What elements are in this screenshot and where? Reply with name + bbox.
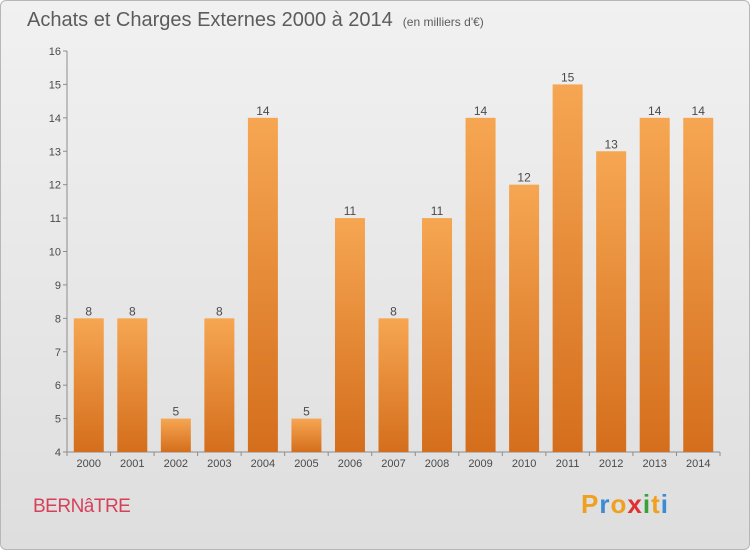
bar [378, 318, 409, 452]
x-tick-label: 2006 [338, 458, 362, 470]
x-tick-label: 2000 [77, 458, 101, 470]
x-tick-label: 2002 [164, 458, 188, 470]
x-tick-label: 2009 [468, 458, 492, 470]
x-tick-label: 2001 [120, 458, 144, 470]
bar-value-label: 11 [431, 204, 444, 218]
logo-letter: r [599, 489, 611, 519]
y-tick-label: 14 [49, 113, 61, 125]
bar [552, 84, 583, 453]
y-tick-label: 8 [55, 313, 61, 325]
y-tick-label: 13 [49, 146, 61, 158]
y-tick-label: 9 [55, 280, 61, 292]
bar [291, 418, 322, 452]
chart-unit: (en milliers d'€) [402, 15, 484, 29]
x-tick-label: 2014 [686, 458, 710, 470]
bar-value-label: 15 [561, 70, 575, 84]
bar [596, 151, 627, 452]
x-tick-label: 2013 [642, 458, 666, 470]
bar-value-label: 14 [474, 104, 488, 118]
bar [73, 318, 104, 452]
x-tick-label: 2005 [294, 458, 318, 470]
bar-value-label: 14 [256, 104, 270, 118]
bar-value-label: 5 [303, 405, 310, 419]
proxiti-logo: Proxiti [581, 489, 669, 520]
bar [117, 318, 148, 452]
logo-letter: o [610, 489, 628, 519]
bar-value-label: 12 [517, 171, 531, 185]
bar-value-label: 13 [604, 137, 618, 151]
x-tick-label: 2010 [512, 458, 536, 470]
bar-value-label: 8 [216, 304, 223, 318]
logo-letter: t [651, 489, 661, 519]
bar-value-label: 8 [85, 304, 92, 318]
chart-title: Achats et Charges Externes 2000 à 2014 (e… [27, 9, 484, 32]
bar-value-label: 8 [129, 304, 136, 318]
y-tick-label: 12 [49, 180, 61, 192]
y-tick-label: 15 [49, 79, 61, 91]
y-tick-label: 7 [55, 347, 61, 359]
bar [204, 318, 235, 452]
bar [247, 117, 278, 452]
bar [465, 117, 496, 452]
chart-title-text: Achats et Charges Externes 2000 à 2014 [27, 9, 393, 31]
bar [334, 218, 365, 452]
y-tick-label: 5 [55, 414, 61, 426]
bar-value-label: 8 [390, 304, 397, 318]
x-tick-label: 2008 [425, 458, 449, 470]
bar-value-label: 11 [344, 204, 357, 218]
y-tick-label: 4 [55, 447, 61, 459]
x-tick-label: 2004 [251, 458, 275, 470]
x-tick-label: 2011 [556, 458, 580, 470]
logo-letter: x [627, 489, 643, 519]
x-tick-label: 2007 [381, 458, 405, 470]
bar-value-label: 14 [692, 104, 706, 118]
bar [160, 418, 191, 452]
x-tick-label: 2003 [207, 458, 231, 470]
logo-letter: P [581, 489, 600, 519]
logo-letter: i [660, 489, 669, 519]
bar [509, 184, 540, 452]
y-tick-label: 11 [50, 213, 61, 225]
bar-value-label: 5 [172, 405, 179, 419]
bar [639, 117, 670, 452]
x-tick-label: 2012 [599, 458, 623, 470]
bar [683, 117, 714, 452]
y-tick-label: 16 [49, 46, 61, 58]
y-tick-label: 6 [55, 380, 61, 392]
bar [422, 218, 453, 452]
logo-letter: i [642, 489, 652, 519]
y-tick-label: 10 [49, 247, 61, 259]
commune-name: BERNâTRE [33, 496, 131, 517]
bar-value-label: 14 [648, 104, 662, 118]
